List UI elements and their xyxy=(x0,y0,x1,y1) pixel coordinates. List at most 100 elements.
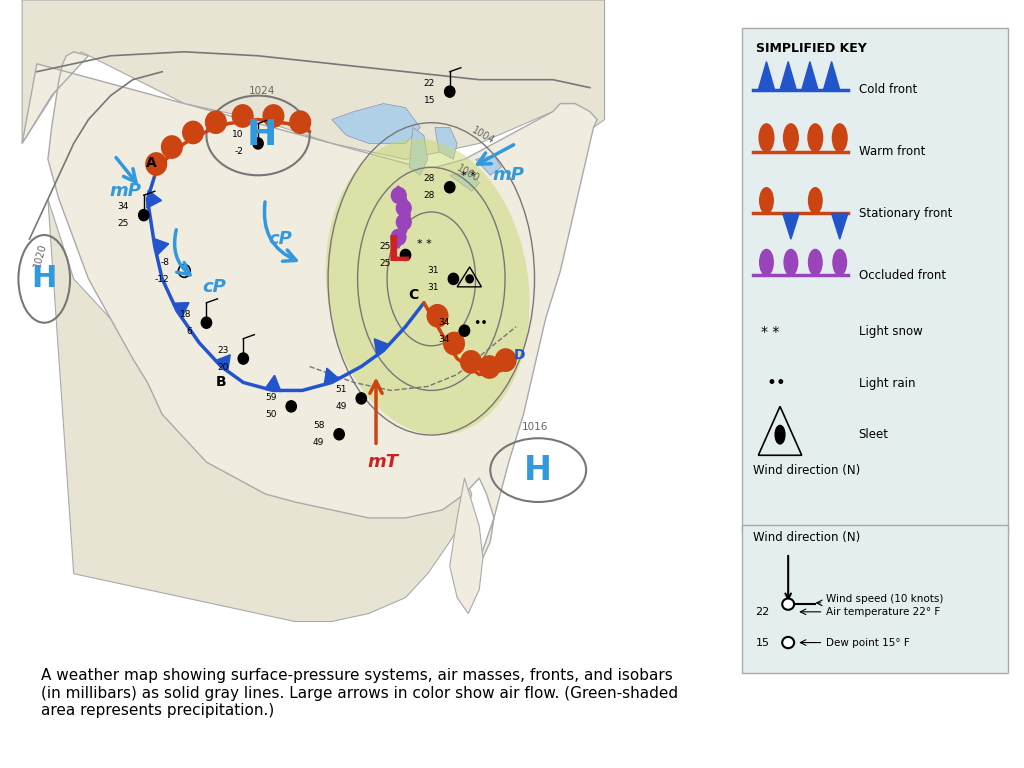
Text: Dew point 15° F: Dew point 15° F xyxy=(826,637,910,647)
Text: Occluded front: Occluded front xyxy=(859,269,946,282)
Text: D: D xyxy=(514,348,525,362)
Polygon shape xyxy=(173,303,189,318)
Text: C: C xyxy=(408,288,418,302)
Text: 51: 51 xyxy=(335,386,346,395)
Text: mP: mP xyxy=(110,182,141,200)
Text: 34: 34 xyxy=(438,335,450,343)
Circle shape xyxy=(286,401,296,412)
Polygon shape xyxy=(782,214,799,239)
Polygon shape xyxy=(435,127,457,159)
Text: 6: 6 xyxy=(186,326,191,336)
Text: Sleet: Sleet xyxy=(859,429,889,441)
Polygon shape xyxy=(215,355,230,372)
Text: 22: 22 xyxy=(424,78,435,88)
Text: -2: -2 xyxy=(234,147,244,157)
Circle shape xyxy=(783,124,799,151)
Text: Cold front: Cold front xyxy=(859,84,916,97)
Circle shape xyxy=(760,250,773,275)
Circle shape xyxy=(182,121,204,144)
Circle shape xyxy=(461,351,481,373)
Text: 1024: 1024 xyxy=(249,86,274,96)
Circle shape xyxy=(444,86,455,98)
Polygon shape xyxy=(759,61,774,90)
Circle shape xyxy=(239,353,249,364)
Circle shape xyxy=(391,187,407,204)
Text: 25: 25 xyxy=(379,242,391,251)
Text: 18: 18 xyxy=(180,310,191,319)
Polygon shape xyxy=(450,478,483,614)
Polygon shape xyxy=(23,0,604,159)
Text: mP: mP xyxy=(493,167,524,184)
Circle shape xyxy=(479,356,500,378)
Text: Air temperature 22° F: Air temperature 22° F xyxy=(826,607,940,617)
Polygon shape xyxy=(48,199,472,621)
Circle shape xyxy=(775,425,785,444)
Circle shape xyxy=(444,182,455,193)
Circle shape xyxy=(138,210,148,220)
Text: 20: 20 xyxy=(217,362,228,372)
Circle shape xyxy=(782,637,795,648)
Text: 28: 28 xyxy=(424,174,435,184)
Circle shape xyxy=(145,153,167,175)
Text: Stationary front: Stationary front xyxy=(859,207,952,220)
Text: * *: * * xyxy=(761,325,779,339)
Circle shape xyxy=(833,250,847,275)
Text: H: H xyxy=(32,264,57,293)
Text: 1020: 1020 xyxy=(33,242,48,268)
Text: 31: 31 xyxy=(427,283,438,292)
Text: ••: •• xyxy=(766,374,786,392)
Text: A: A xyxy=(145,157,157,170)
Circle shape xyxy=(253,137,263,149)
Text: 50: 50 xyxy=(265,410,276,419)
Circle shape xyxy=(784,250,798,275)
Text: H: H xyxy=(247,118,276,153)
Circle shape xyxy=(808,124,822,151)
Text: 49: 49 xyxy=(313,439,325,447)
Text: 15: 15 xyxy=(424,96,435,104)
Circle shape xyxy=(178,264,190,277)
Circle shape xyxy=(833,124,847,151)
Polygon shape xyxy=(802,61,818,90)
Polygon shape xyxy=(780,61,797,90)
Text: 22: 22 xyxy=(756,607,770,617)
Circle shape xyxy=(202,317,212,328)
Text: cP: cP xyxy=(268,230,292,248)
Text: * *: * * xyxy=(417,239,431,249)
Text: Warm front: Warm front xyxy=(859,145,925,158)
Text: L: L xyxy=(387,234,410,268)
Circle shape xyxy=(356,392,367,404)
Circle shape xyxy=(290,111,310,134)
Polygon shape xyxy=(324,368,340,386)
Text: 15: 15 xyxy=(756,637,770,647)
Text: 31: 31 xyxy=(427,266,438,275)
Text: -8: -8 xyxy=(161,258,170,267)
Circle shape xyxy=(443,333,464,355)
Text: Wind direction (N): Wind direction (N) xyxy=(753,464,860,477)
Text: mT: mT xyxy=(368,453,399,471)
Circle shape xyxy=(396,214,412,230)
Polygon shape xyxy=(475,155,502,175)
Text: Wind direction (N): Wind direction (N) xyxy=(753,531,860,544)
Circle shape xyxy=(206,111,226,134)
Circle shape xyxy=(263,104,284,127)
Circle shape xyxy=(449,273,459,284)
Text: 1000: 1000 xyxy=(455,164,481,184)
Circle shape xyxy=(232,104,253,127)
Circle shape xyxy=(427,305,447,327)
Text: 28: 28 xyxy=(424,191,435,200)
Text: B: B xyxy=(216,376,226,389)
Text: Light rain: Light rain xyxy=(859,377,915,389)
Polygon shape xyxy=(823,61,840,90)
Circle shape xyxy=(396,200,412,216)
Polygon shape xyxy=(154,238,169,256)
Polygon shape xyxy=(264,376,281,392)
Polygon shape xyxy=(326,138,529,435)
Circle shape xyxy=(496,349,516,371)
Circle shape xyxy=(334,429,344,440)
Polygon shape xyxy=(23,51,597,581)
Text: 1004: 1004 xyxy=(470,124,496,146)
Text: 23: 23 xyxy=(217,346,228,355)
Text: 25: 25 xyxy=(379,259,391,268)
Polygon shape xyxy=(146,190,162,208)
Text: H: H xyxy=(524,454,552,487)
